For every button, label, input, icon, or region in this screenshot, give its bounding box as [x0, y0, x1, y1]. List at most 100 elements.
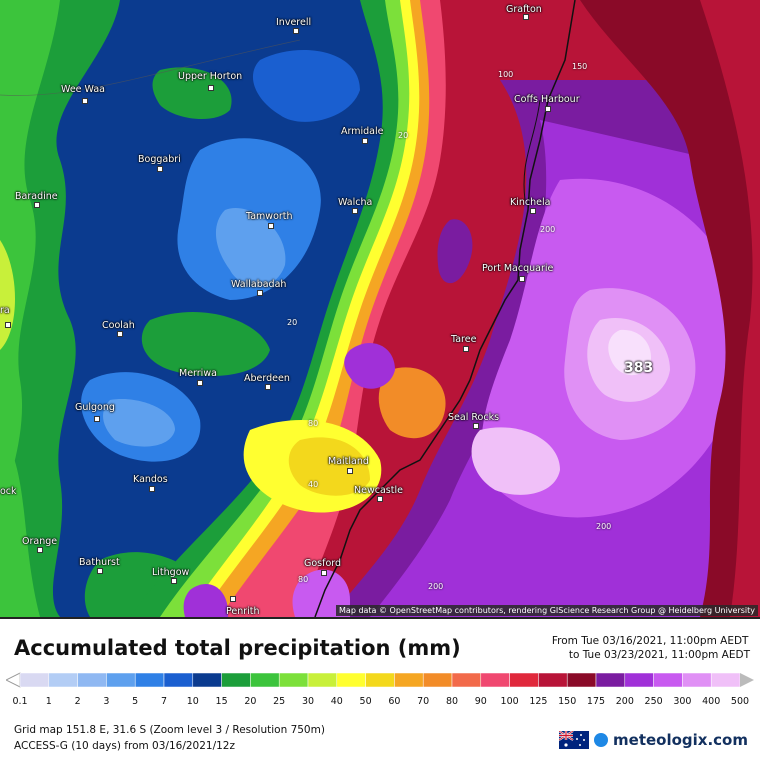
town-label: Armidale [341, 126, 384, 137]
contour-label: 200 [428, 582, 444, 591]
legend-tick-label: 20 [244, 696, 257, 707]
town-label: Penrith [226, 606, 260, 617]
legend-swatch [336, 672, 366, 688]
time-period: From Tue 03/16/2021, 11:00pm AEDT to Tue… [552, 634, 750, 662]
legend-tick-label: 5 [132, 696, 139, 707]
town-marker [230, 596, 236, 602]
town-label: Grafton [506, 4, 542, 15]
legend-arrow-low [4, 672, 21, 688]
town-marker [5, 322, 11, 328]
legend-tick-label: 1 [45, 696, 52, 707]
legend-tick-label: 150 [558, 696, 577, 707]
legend-swatch [509, 672, 539, 688]
town-label: Boggabri [138, 154, 181, 165]
town-marker [268, 223, 274, 229]
town-marker [362, 138, 368, 144]
australia-flag-icon [558, 730, 590, 749]
contour-label: 200 [540, 225, 556, 234]
town-label: Kinchela [510, 197, 551, 208]
contour-label: 20 [287, 318, 298, 327]
contour-label: 20 [398, 131, 409, 140]
legend-swatch [48, 672, 78, 688]
town-marker [208, 85, 214, 91]
town-label: Newcastle [354, 485, 403, 496]
brand-name: meteologix.com [613, 731, 748, 749]
precipitation-field [0, 0, 760, 617]
contour-label: 80 [298, 575, 309, 584]
town-label: Port Macquarie [482, 263, 554, 274]
legend-tick-label: 30 [301, 696, 315, 707]
town-label: Coffs Harbour [514, 94, 580, 105]
town-label: Upper Horton [178, 71, 243, 82]
town-marker [197, 380, 203, 386]
legend-tick-label: 60 [388, 696, 401, 707]
legend-tick-label: 200 [615, 696, 634, 707]
legend-tick-label: 15 [215, 696, 228, 707]
legend-swatch [394, 672, 424, 688]
meteologix-logo-icon [594, 733, 609, 747]
town-marker [545, 106, 551, 112]
town-marker [149, 486, 155, 492]
legend-swatch [192, 672, 222, 688]
town-label: Taree [451, 334, 477, 345]
legend-swatch [682, 672, 712, 688]
legend-tick-label: 3 [103, 696, 110, 707]
legend-tick-label: 7 [160, 696, 168, 707]
precipitation-map[interactable]: Grafton Inverell Upper Horton Wee Waa Co… [0, 0, 760, 617]
town-marker [473, 423, 479, 429]
town-label: Bathurst [79, 557, 120, 568]
town-marker [265, 384, 271, 390]
town-marker [530, 208, 536, 214]
period-from: From Tue 03/16/2021, 11:00pm AEDT [551, 635, 749, 647]
town-label: Baradine [15, 191, 58, 202]
legend-swatch [221, 672, 251, 688]
town-label: Walcha [338, 197, 373, 208]
legend-swatch [307, 672, 338, 688]
legend-swatch [77, 672, 107, 688]
town-marker [257, 290, 263, 296]
town-label: ra [0, 305, 10, 316]
legend-tick-label: 100 [500, 696, 519, 707]
map-divider [0, 617, 760, 619]
legend-swatch [106, 672, 136, 688]
legend-swatch [451, 672, 482, 688]
town-label: Seal Rocks [448, 412, 500, 423]
model-info: ACCESS-G (10 days) from 03/16/2021/12z [14, 740, 235, 752]
legend-swatch [624, 672, 654, 688]
town-marker [352, 208, 358, 214]
contour-label: 150 [572, 62, 588, 71]
legend-tick-label: 40 [330, 696, 343, 707]
town-label: Lithgow [152, 567, 190, 578]
legend-tick-label: 250 [644, 696, 663, 707]
town-label-ock: ock [0, 486, 17, 497]
town-label: Gosford [304, 558, 342, 569]
brand-logo[interactable]: meteologix.com [558, 730, 748, 749]
contour-label: 100 [498, 70, 514, 79]
legend-tick-label: 80 [445, 696, 459, 707]
legend-arrow-high [740, 673, 754, 687]
town-label: Tamworth [246, 211, 293, 222]
town-label: Orange [22, 536, 58, 547]
max-precip-value: 383 [624, 360, 654, 376]
town-marker [171, 578, 177, 584]
legend-swatch [595, 672, 626, 688]
legend-tick-label: 25 [273, 696, 286, 707]
town-label: Gulgong [75, 402, 115, 413]
page-title: Accumulated total precipitation (mm) [14, 636, 461, 660]
town-marker [34, 202, 40, 208]
town-marker [97, 568, 103, 574]
legend-swatch [163, 672, 194, 688]
town-marker [321, 570, 327, 576]
map-attribution[interactable]: Map data © OpenStreetMap contributors, r… [336, 605, 758, 616]
town-label: Wee Waa [61, 84, 105, 95]
legend-tick-label: 500 [730, 696, 750, 707]
legend-swatch [134, 672, 165, 688]
period-to: to Tue 03/23/2021, 11:00pm AEDT [568, 649, 750, 661]
legend-tick-label: 400 [702, 696, 721, 707]
town-label: Coolah [102, 320, 135, 331]
legend-tick-label: 70 [417, 696, 430, 707]
town-marker [37, 547, 43, 553]
legend-tick-label: 125 [529, 696, 548, 707]
town-label: Inverell [276, 17, 312, 28]
legend-swatch [19, 672, 50, 688]
